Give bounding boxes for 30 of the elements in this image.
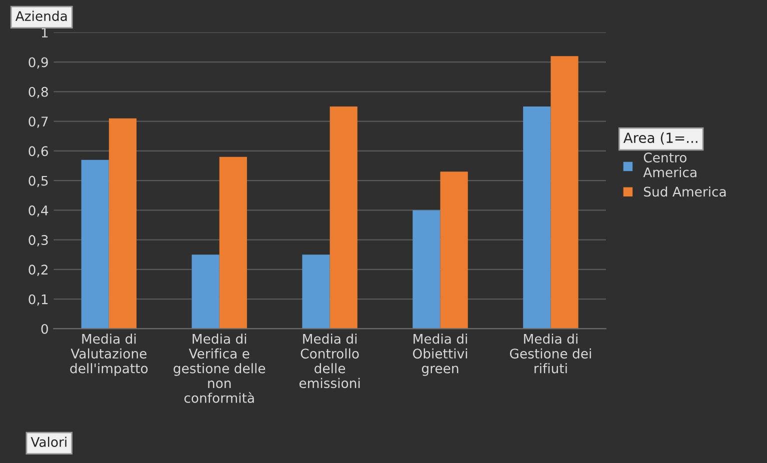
bar	[523, 106, 551, 329]
text: Valori	[30, 436, 66, 447]
bar	[550, 56, 578, 329]
y-tick-label: 0,7	[28, 116, 48, 128]
bar	[302, 254, 330, 329]
bar	[330, 106, 358, 329]
bar	[81, 160, 109, 329]
legend-label: Centro America	[643, 152, 696, 178]
y-tick-label: 0,3	[28, 235, 48, 246]
x-tick-label: Media di Controllo delle emissioni	[299, 334, 360, 388]
text: Azienda	[15, 10, 67, 22]
x-tick-label: Media di Gestione dei rifiuti	[510, 334, 591, 374]
y-tick-label: 0,5	[28, 176, 48, 188]
y-tick-label: 0,4	[28, 205, 48, 217]
bar	[219, 156, 247, 329]
bar	[412, 210, 440, 329]
x-tick-label: Media di Verifica e gestione delle non conformità	[174, 334, 266, 403]
bar	[440, 172, 468, 329]
x-tick-label: Media di Obiettivi green	[412, 334, 468, 376]
x-tick-label: Media di Valutazione dell'impatto	[70, 334, 148, 376]
y-tick-label: 0,9	[28, 57, 48, 69]
y-tick-label: 0,1	[28, 294, 48, 306]
y-tick-label: 0,2	[28, 264, 48, 276]
legend-title: Area (1=...	[623, 132, 698, 145]
bar	[192, 254, 220, 329]
y-tick-label: 0	[41, 324, 48, 334]
y-tick-label: 0,6	[28, 146, 48, 158]
legend-label: Sud America	[644, 186, 726, 197]
bar	[108, 118, 137, 329]
y-tick-label: 0,8	[28, 86, 48, 98]
